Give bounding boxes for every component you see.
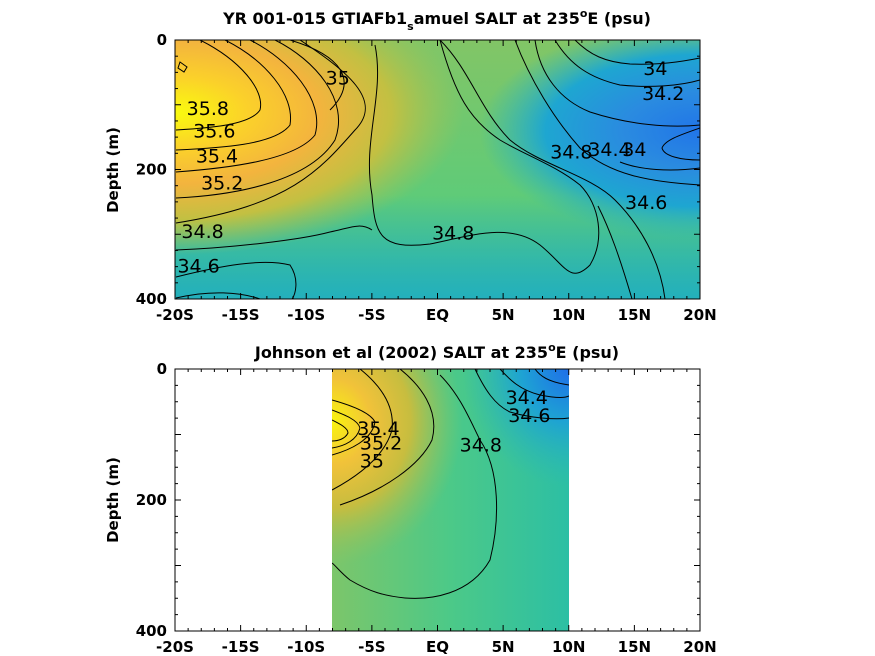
- y-tick-label: 0: [157, 31, 167, 49]
- contour-label: 34.6: [508, 405, 550, 427]
- contour-label: 35.8: [187, 98, 229, 120]
- x-tick-label: -20S: [156, 638, 194, 656]
- contour-label: 35.6: [193, 121, 235, 143]
- contour-label: 34.4: [506, 387, 548, 409]
- y-tick-label: 200: [136, 161, 167, 179]
- x-tick-label: 5N: [492, 306, 515, 324]
- x-tick-label: -15S: [222, 638, 260, 656]
- ylabel-top: Depth (m): [104, 127, 122, 213]
- contour-label: 34.6: [625, 192, 667, 214]
- contour-label: 35.4: [357, 418, 399, 440]
- y-tick-label: 400: [136, 622, 167, 640]
- panel-bottom-title: Johnson et al (2002) SALT at 235oE (psu): [254, 341, 619, 362]
- x-tick-label: 5N: [492, 638, 515, 656]
- panel-bottom: Johnson et al (2002) SALT at 235oE (psu)…: [104, 341, 717, 656]
- y-tick-label: 400: [136, 290, 167, 308]
- x-tick-label: 20N: [683, 638, 716, 656]
- axis-ticks-top: -20S -15S -10S -5S EQ 5N 10N 15N 20N 0 200 400: [136, 31, 717, 324]
- y-tick-label: 0: [157, 360, 167, 378]
- contour-label: 35: [360, 451, 384, 473]
- x-tick-label: EQ: [426, 306, 449, 324]
- x-tick-label: -5S: [358, 638, 385, 656]
- salinity-field-top: [175, 40, 700, 299]
- contour-labels-top: 35.835.635.4 35.2 34.8 34.6 35 34.8 34.8 34 34.2…: [177, 58, 684, 277]
- salinity-field-bottom: [332, 369, 569, 631]
- contour-lines-top: [175, 40, 700, 299]
- x-tick-label: 15N: [618, 306, 651, 324]
- x-tick-label: -10S: [287, 306, 325, 324]
- contour-label: 34.8: [460, 434, 502, 456]
- ylabel-bottom: Depth (m): [104, 457, 122, 543]
- x-tick-label: 15N: [618, 638, 651, 656]
- y-tick-label: 200: [136, 491, 167, 509]
- x-tick-label: 20N: [683, 306, 716, 324]
- x-tick-label: -5S: [358, 306, 385, 324]
- contour-label: 34.8: [181, 221, 223, 243]
- contour-label: 35.4: [196, 145, 238, 167]
- contour-label: 34.6: [177, 255, 219, 277]
- contour-label: 34.8: [550, 141, 592, 163]
- axis-ticks-bottom: -20S -15S -10S -5S EQ 5N 10N 15N 20N 0 200 400: [136, 360, 717, 656]
- contour-label: 35.2: [360, 432, 402, 454]
- contour-label: 34.2: [642, 83, 684, 105]
- contour-label: 34: [622, 139, 646, 161]
- contour-labels-bottom: 35.435.235 34.8 34.434.6: [357, 387, 550, 473]
- contour-label: 35: [326, 68, 350, 90]
- x-tick-label: 10N: [552, 638, 585, 656]
- contour-label: 34.4: [588, 139, 630, 161]
- contour-lines-bottom: [332, 369, 569, 599]
- panel-top: YR 001-015 GTIAFb1samuel SALT at 235oE (…: [104, 7, 717, 324]
- x-tick-label: EQ: [426, 638, 449, 656]
- x-tick-label: 10N: [552, 306, 585, 324]
- x-tick-label: -15S: [222, 306, 260, 324]
- contour-label: 34.8: [432, 222, 474, 244]
- contour-label: 34: [643, 58, 667, 80]
- x-tick-label: -10S: [287, 638, 325, 656]
- x-tick-label: -20S: [156, 306, 194, 324]
- panel-top-title: YR 001-015 GTIAFb1samuel SALT at 235oE (…: [222, 7, 651, 33]
- contour-label: 35.2: [201, 172, 243, 194]
